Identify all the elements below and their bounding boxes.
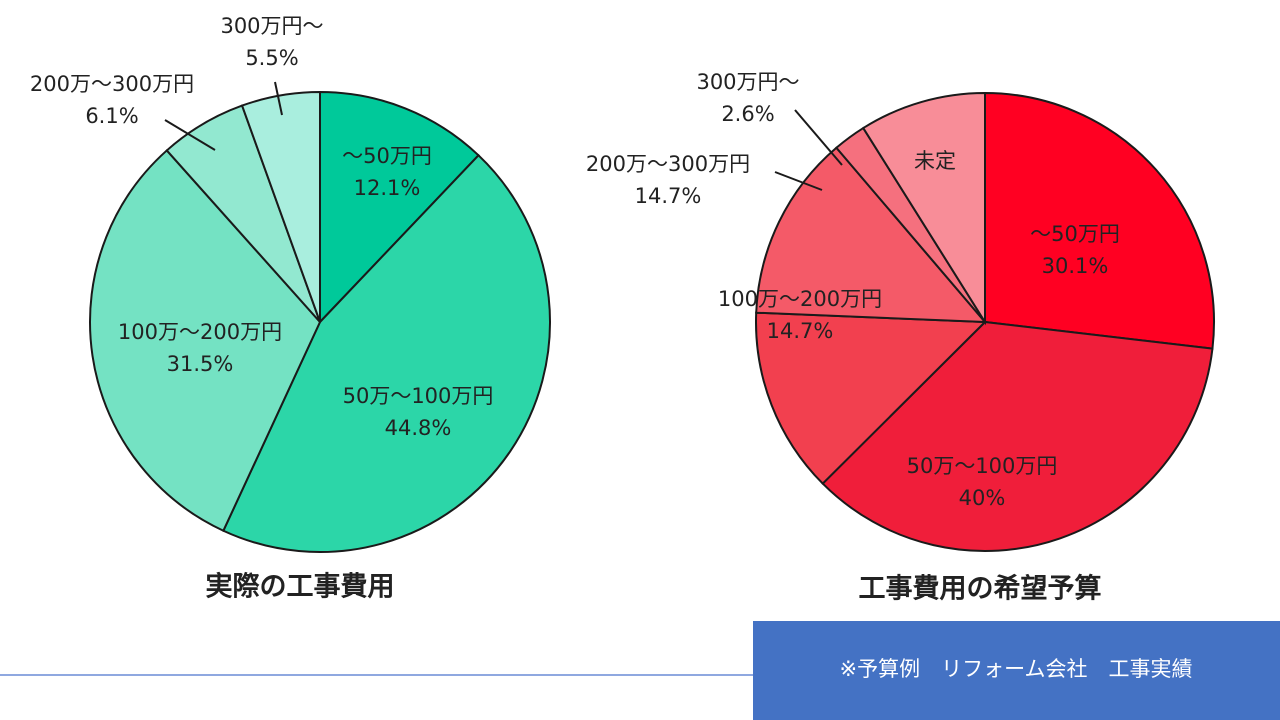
slice-category: 300万円～	[220, 14, 323, 38]
note-box	[753, 621, 1280, 720]
slice-category: 100万～200万円	[718, 287, 882, 311]
pie-slice	[984, 91, 1215, 350]
chart-title: 工事費用の希望予算	[859, 573, 1102, 605]
pie-slice	[222, 153, 551, 553]
slice-category: 未定	[914, 149, 956, 173]
slice-category: 50万～100万円	[907, 454, 1058, 478]
pie-slice	[755, 146, 988, 324]
slice-value-label: 2.6%	[721, 102, 774, 126]
slice-value-label: 44.8%	[385, 416, 452, 440]
pie-slice	[89, 149, 322, 533]
slice-category: 50万～100万円	[343, 384, 494, 408]
slice-value-label: 31.5%	[167, 352, 234, 376]
slice-category: ～50万円	[1030, 222, 1120, 246]
footer-note: ※予算例 リフォーム会社 工事実績	[840, 657, 1193, 681]
slice-category: ～50万円	[342, 144, 432, 168]
pie-slice	[240, 90, 321, 323]
slice-category: 100万～200万円	[118, 320, 282, 344]
slice-value-label: 14.7%	[767, 319, 834, 343]
leader-line	[274, 81, 283, 116]
pie-slice	[861, 91, 986, 326]
pie-slice	[755, 311, 988, 486]
slice-value-label: 30.1%	[1042, 254, 1109, 278]
slice-category: 200万～300万円	[30, 72, 194, 96]
chart-title: 実際の工事費用	[206, 571, 395, 603]
slice-value-label: 14.7%	[635, 184, 702, 208]
slice-value-label: 12.1%	[354, 176, 421, 200]
pie-slice	[319, 90, 480, 325]
slice-value-label: 6.1%	[85, 104, 138, 128]
leader-line	[164, 119, 216, 151]
slice-category: 300万円～	[696, 70, 799, 94]
slice-category: 200万～300万円	[586, 152, 750, 176]
slice-value-label: 40%	[959, 486, 1006, 510]
leader-line	[794, 109, 843, 166]
pie-slice	[821, 320, 1214, 552]
slice-value-label: 5.5%	[245, 46, 298, 70]
leader-line	[774, 171, 823, 191]
